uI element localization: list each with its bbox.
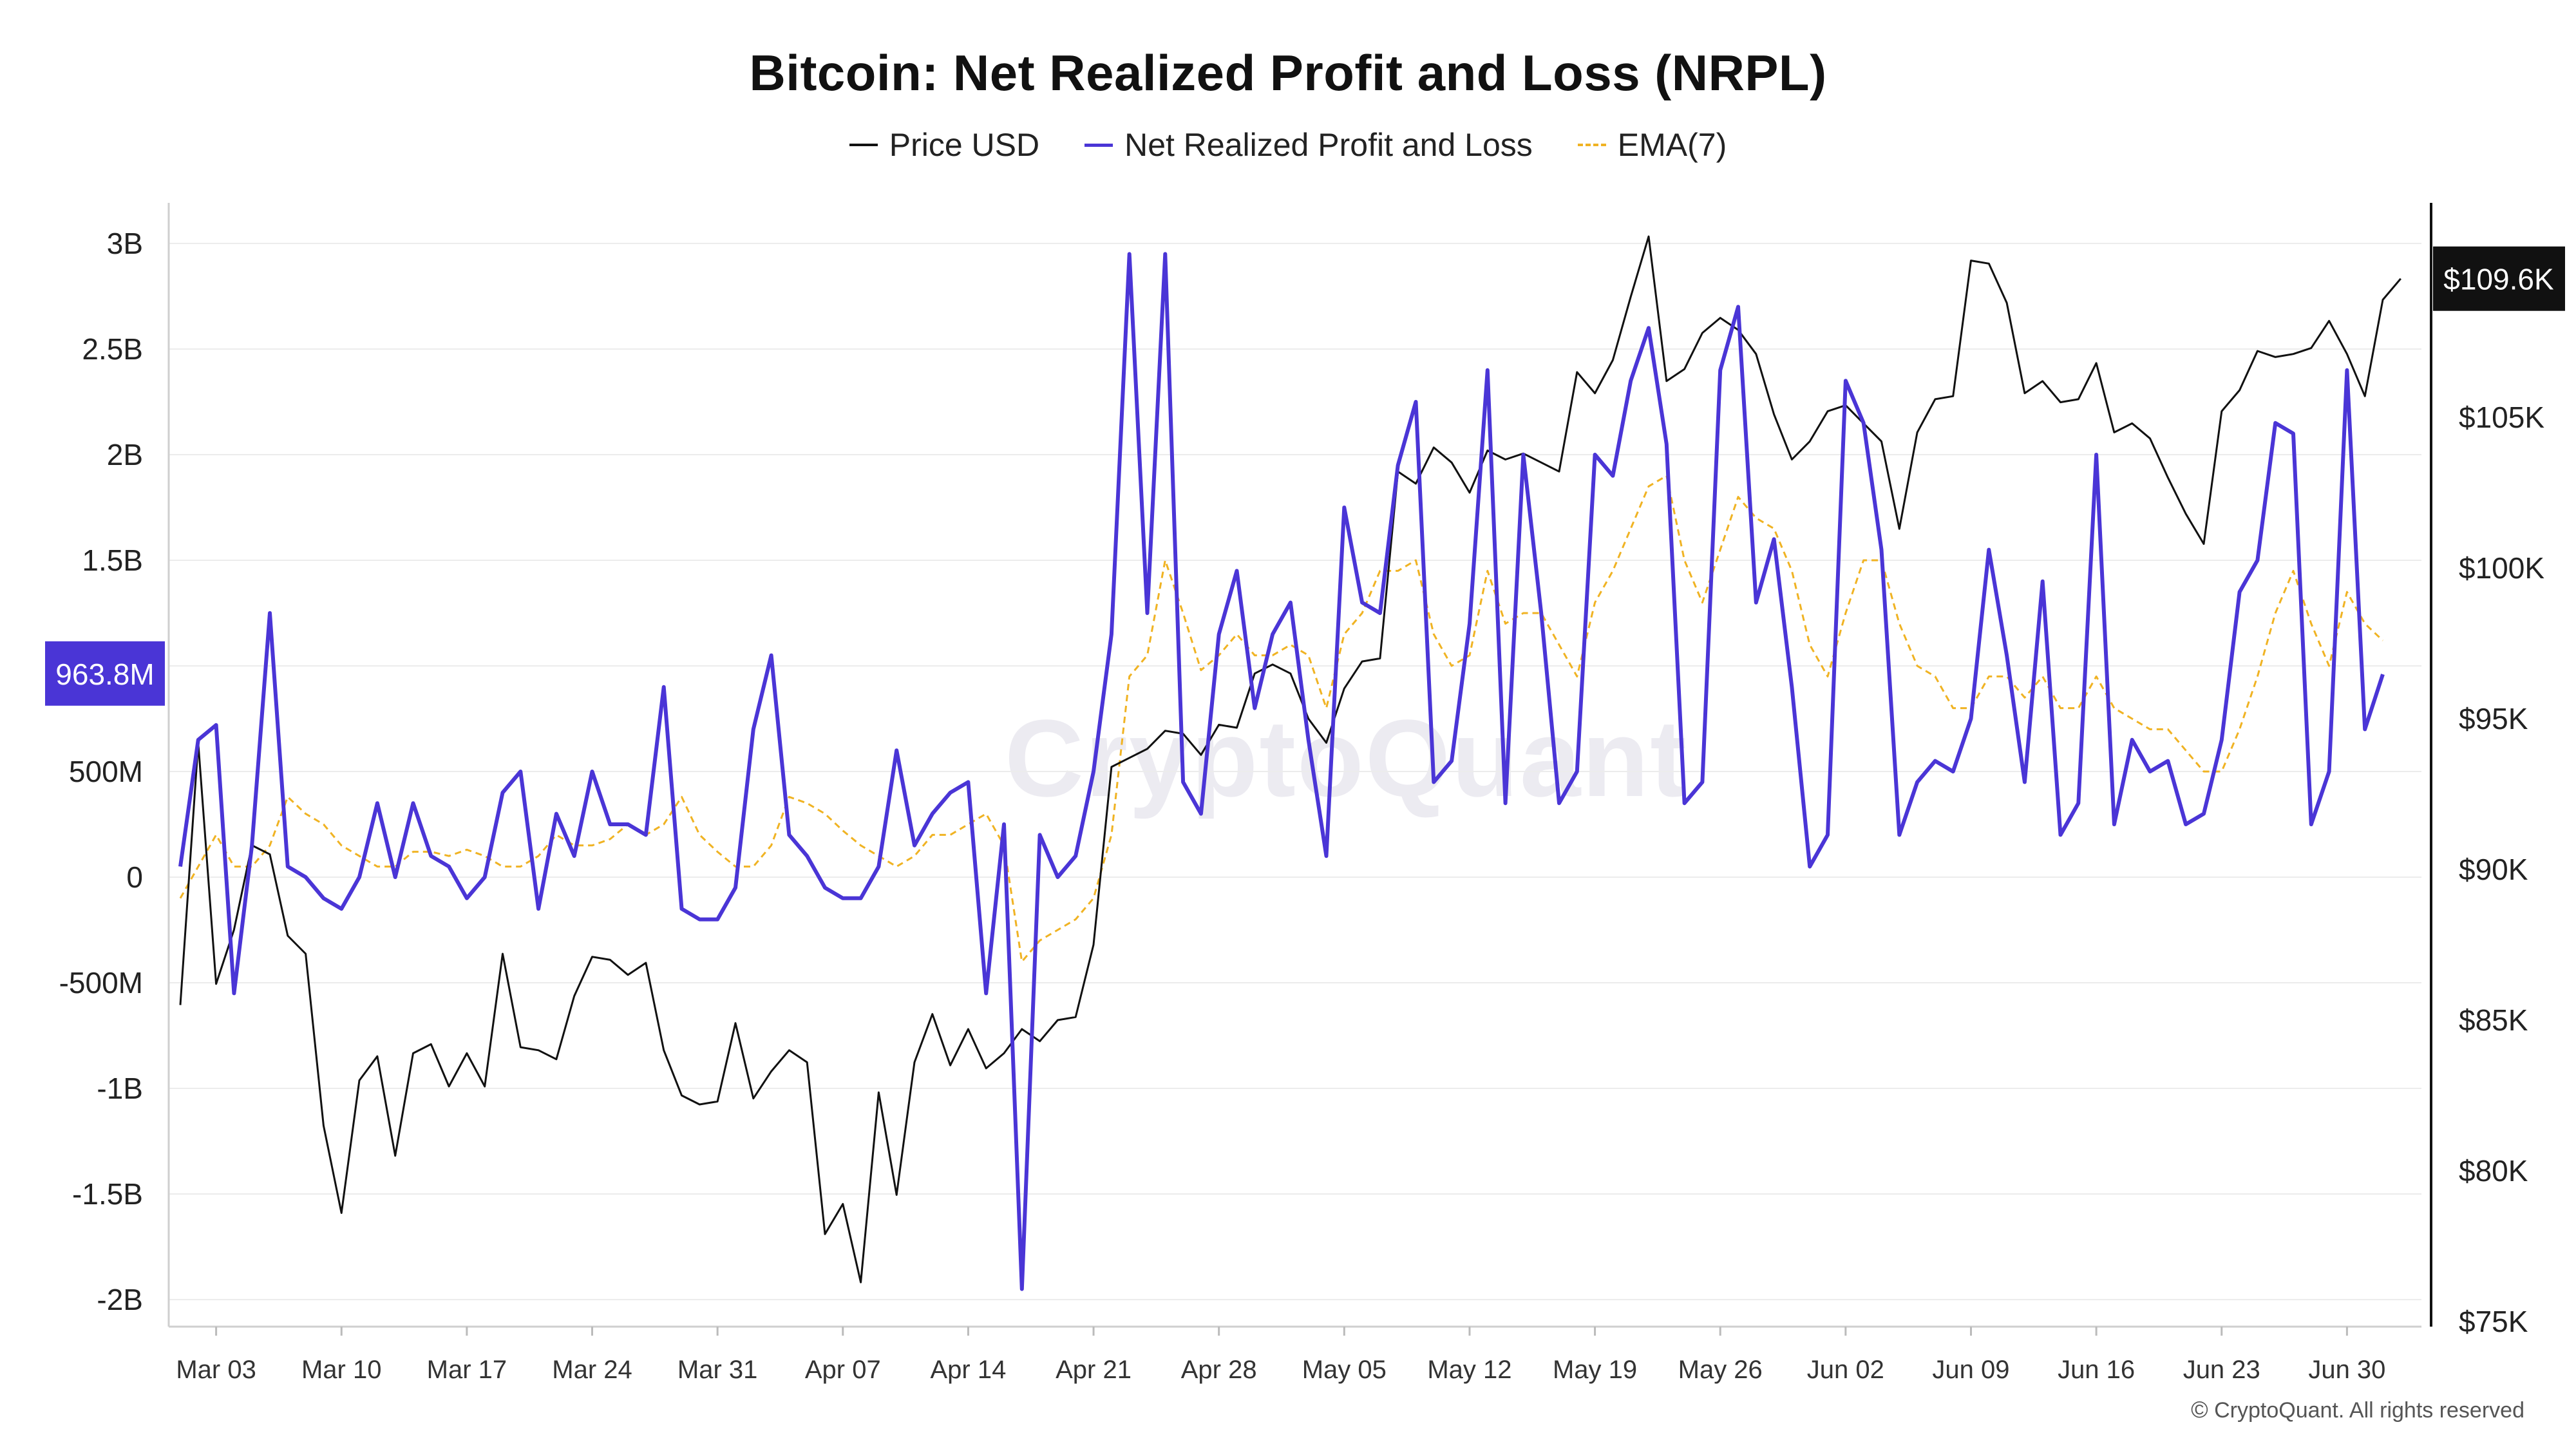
x-tick-label: Mar 10 <box>301 1356 382 1384</box>
legend-swatch-nrpl <box>1084 143 1113 147</box>
right-value-badge-label: $109.6K <box>2443 263 2554 296</box>
right-value-badge <box>2433 246 2565 311</box>
copyright-icon: © <box>2191 1396 2208 1423</box>
x-tick-label: Jun 16 <box>2058 1356 2135 1384</box>
x-tick-label: May 19 <box>1553 1356 1637 1384</box>
series-line-price <box>179 235 2401 1283</box>
x-tick-label: Mar 17 <box>427 1356 507 1384</box>
legend-swatch-price <box>849 144 878 146</box>
value-badges: 963.8M $109.6K <box>45 246 2565 706</box>
right-tick-label: $100K <box>2459 551 2544 585</box>
series-line-nrpl <box>178 252 2385 1291</box>
x-tick-label: Mar 03 <box>176 1356 256 1384</box>
legend-swatch-ema <box>1577 144 1606 146</box>
x-tick-label: May 05 <box>1302 1356 1387 1384</box>
axes <box>167 203 2432 1328</box>
left-tick-label: 1.5B <box>82 544 143 577</box>
x-tick-label: Apr 28 <box>1181 1356 1257 1384</box>
x-axis-ticks: Mar 03 Mar 10 Mar 17 Mar 24 Mar 31 Apr 07 Apr … <box>176 1327 2385 1384</box>
left-tick-label: 0 <box>126 860 143 894</box>
series-price <box>179 235 2401 1283</box>
legend-label-ema: EMA(7) <box>1617 127 1727 163</box>
right-tick-label: $105K <box>2459 401 2544 434</box>
legend-label-price: Price USD <box>889 127 1040 163</box>
left-tick-label: -1.5B <box>72 1177 143 1211</box>
copyright: © CryptoQuant. All rights reserved <box>2191 1396 2524 1423</box>
series-line-ema <box>179 475 2384 963</box>
x-tick-label: Mar 31 <box>677 1356 758 1384</box>
x-tick-label: May 26 <box>1678 1356 1763 1384</box>
x-tick-label: Apr 07 <box>805 1356 881 1384</box>
left-tick-label: 3B <box>107 227 143 260</box>
legend-label-nrpl: Net Realized Profit and Loss <box>1124 127 1533 163</box>
left-tick-label: 2B <box>107 438 143 471</box>
x-tick-label: Apr 14 <box>930 1356 1006 1384</box>
left-value-badge-label: 963.8M <box>55 658 154 691</box>
copyright-text: CryptoQuant. All rights reserved <box>2214 1398 2524 1423</box>
left-tick-label: 2.5B <box>82 332 143 366</box>
series-nrpl <box>178 252 2385 1291</box>
x-tick-label: Jun 30 <box>2308 1356 2385 1384</box>
x-tick-label: Jun 02 <box>1807 1356 1884 1384</box>
left-tick-label: 500M <box>69 755 143 788</box>
watermark: CryptoQuant <box>1005 697 1688 820</box>
legend-item-nrpl[interactable]: Net Realized Profit and Loss <box>1084 126 1533 164</box>
x-tick-label: Jun 09 <box>1932 1356 2009 1384</box>
legend-item-ema[interactable]: EMA(7) <box>1577 126 1727 164</box>
right-tick-label: $90K <box>2459 853 2528 886</box>
x-tick-label: May 12 <box>1427 1356 1511 1384</box>
x-tick-label: Mar 24 <box>552 1356 632 1384</box>
left-tick-label: -500M <box>59 966 143 999</box>
series-ema <box>179 475 2384 963</box>
right-axis-ticks: $105K $100K $95K $90K $85K $80K $75K <box>2459 401 2544 1338</box>
left-value-badge <box>45 641 165 706</box>
chart-legend: Price USD Net Realized Profit and Loss E… <box>0 126 2576 164</box>
right-tick-label: $95K <box>2459 702 2528 735</box>
legend-item-price[interactable]: Price USD <box>849 126 1039 164</box>
left-tick-label: -1B <box>97 1072 143 1105</box>
x-tick-label: Jun 23 <box>2183 1356 2260 1384</box>
right-tick-label: $80K <box>2459 1154 2528 1188</box>
right-tick-label: $75K <box>2459 1305 2528 1338</box>
chart-title: Bitcoin: Net Realized Profit and Loss (N… <box>749 44 1827 101</box>
x-tick-label: Apr 21 <box>1056 1356 1132 1384</box>
right-tick-label: $85K <box>2459 1003 2528 1037</box>
gridlines <box>169 243 2421 1300</box>
left-tick-label: -2B <box>97 1283 143 1316</box>
